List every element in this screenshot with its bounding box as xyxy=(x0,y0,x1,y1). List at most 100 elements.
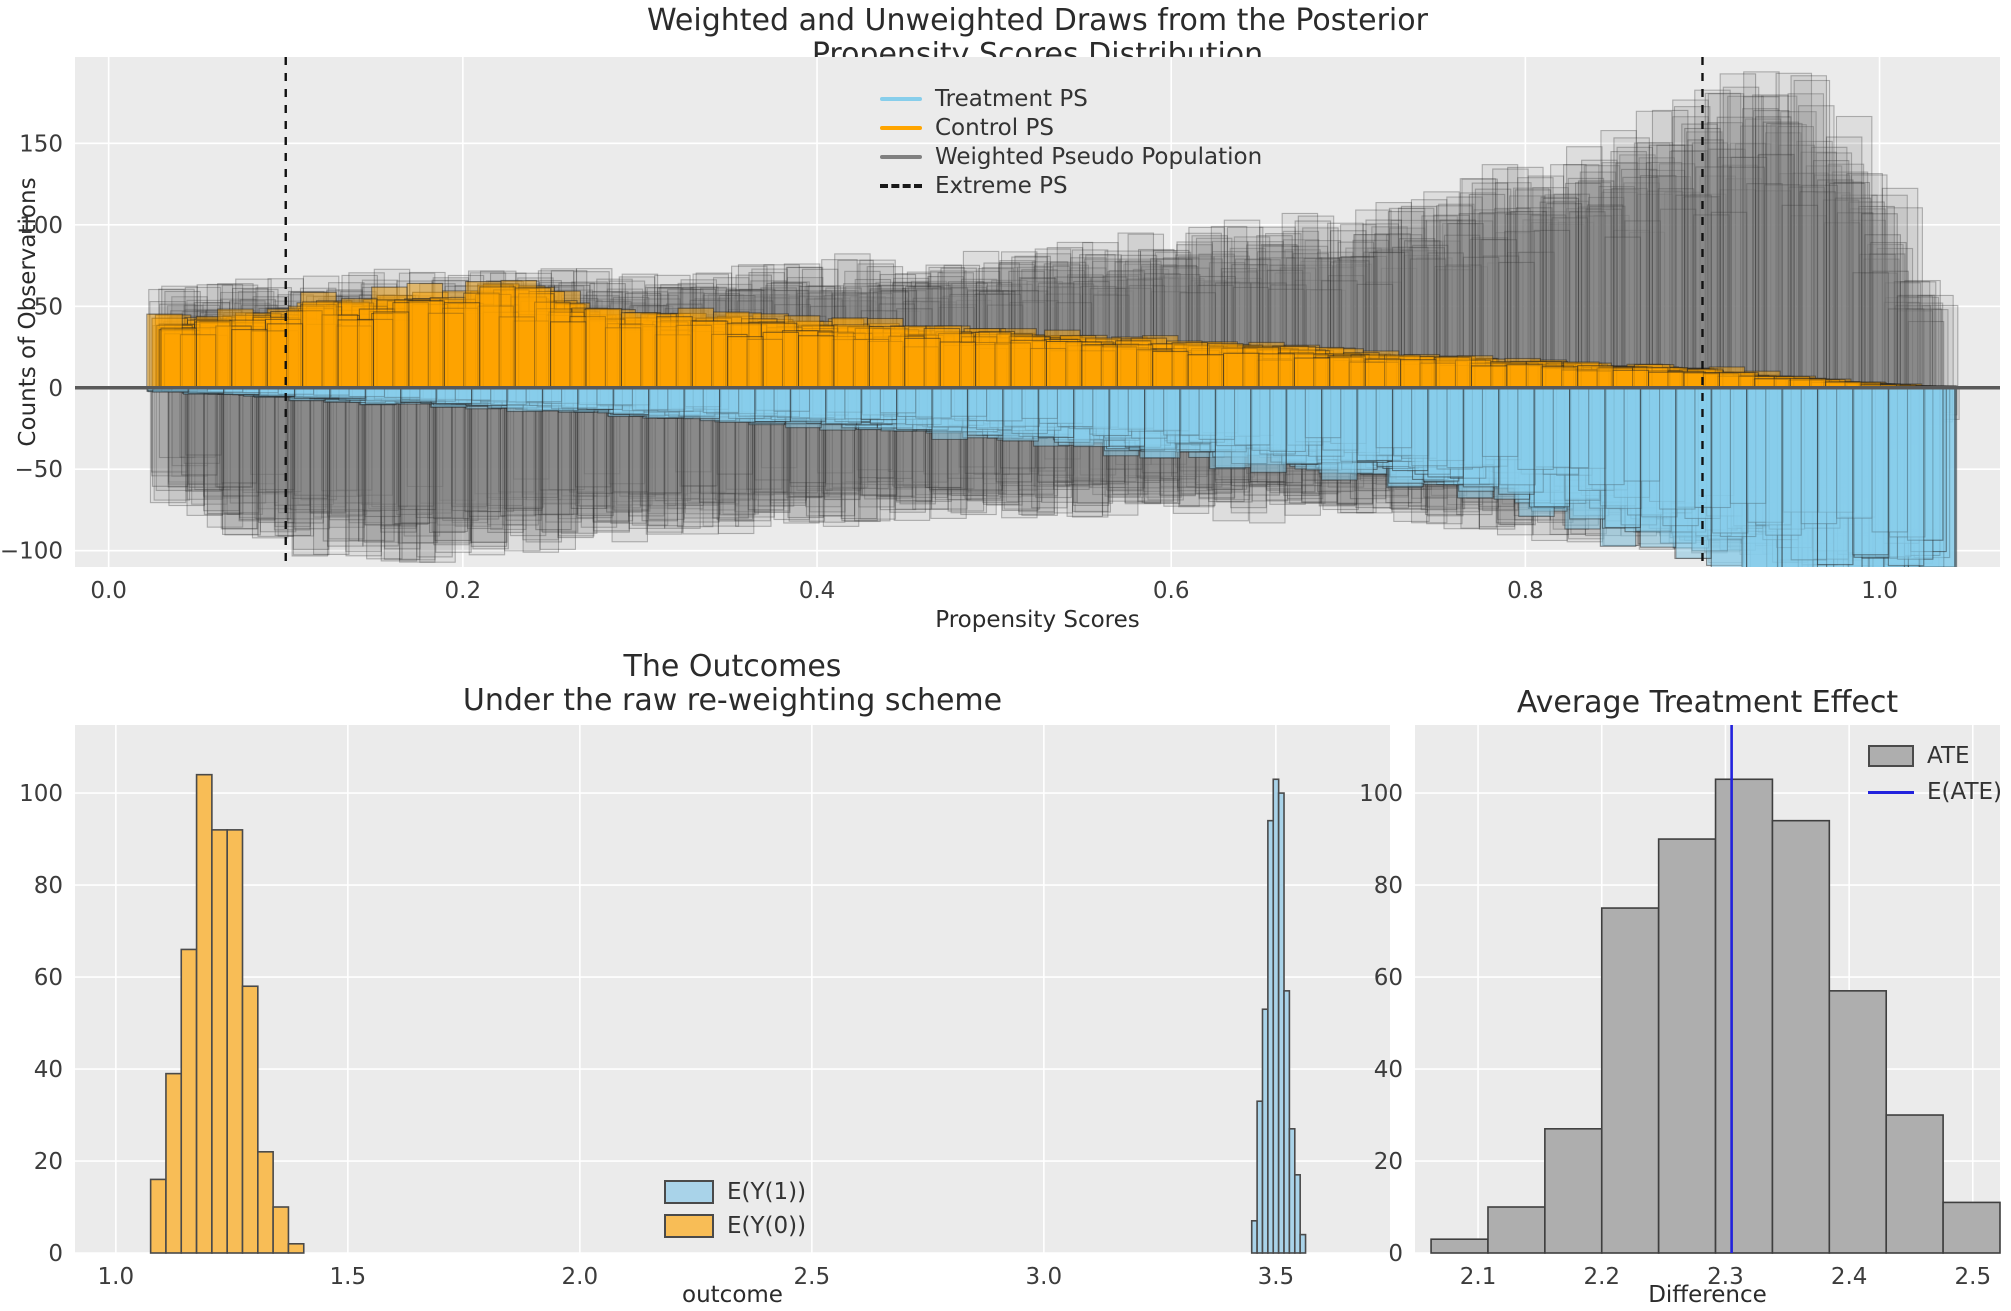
y-tick-label: 20 xyxy=(1374,1149,1403,1175)
x-tick-label: 2.1 xyxy=(1460,1264,1497,1290)
x-tick-label: 0.4 xyxy=(799,578,836,604)
tick-labels: 1.0 1.5 2.0 2.5 3.0 3.5 0 20 40 60 80 100 xyxy=(19,781,1294,1290)
tick-labels: 0.0 0.2 0.4 0.6 0.8 1.0 150 100 50 0 −50 −100 xyxy=(0,131,1898,604)
hist-bar xyxy=(272,1206,290,1254)
treatment-ps-line-swatch xyxy=(880,97,922,101)
x-tick-label: 2.5 xyxy=(1955,1264,1992,1290)
y-tick-label: 80 xyxy=(34,873,63,899)
eate-line-swatch xyxy=(1868,790,1914,794)
hist-bar xyxy=(1283,990,1291,1254)
hist-bar xyxy=(1771,819,1831,1254)
y-tick-label: −100 xyxy=(0,539,63,565)
y-tick-label: 50 xyxy=(34,294,63,320)
top-chart-xlabel: Propensity Scores xyxy=(935,607,1140,633)
hist-bar xyxy=(287,1243,305,1254)
x-tick-label: 0.6 xyxy=(1153,578,1190,604)
y-tick-label: 40 xyxy=(34,1057,63,1083)
x-tick-label: 2.2 xyxy=(1583,1264,1620,1290)
y-tick-label: 100 xyxy=(1359,781,1403,807)
legend-entry-control-ps: Control PS xyxy=(880,115,1262,141)
hist-bar xyxy=(1293,1174,1301,1254)
e-y-1--bars xyxy=(1250,778,1307,1254)
legend-label: ATE xyxy=(1927,743,1970,769)
e-y-0--bars xyxy=(149,773,305,1254)
control-ps-line-swatch xyxy=(880,126,922,130)
legend-entry-extreme-ps: Extreme PS xyxy=(880,173,1262,199)
top-chart-title-line1: Weighted and Unweighted Draws from the P… xyxy=(647,3,1428,38)
legend-label: Control PS xyxy=(935,115,1054,141)
tick-labels: 2.1 2.2 2.3 2.4 2.5 0 20 40 60 80 100 xyxy=(1359,781,1991,1290)
x-tick-label: 0.2 xyxy=(445,578,482,604)
y-tick-label: 0 xyxy=(1388,1241,1403,1267)
x-tick-label: 3.0 xyxy=(1026,1264,1063,1290)
x-tick-label: 3.5 xyxy=(1258,1264,1295,1290)
top-chart-legend: Treatment PS Control PS Weighted Pseudo … xyxy=(880,86,1263,199)
x-tick-label: 1.5 xyxy=(330,1264,367,1290)
legend-label: Treatment PS xyxy=(935,86,1088,112)
hist-bar xyxy=(1885,1114,1944,1254)
x-tick-label: 2.4 xyxy=(1831,1264,1868,1290)
y-tick-label: 20 xyxy=(34,1149,63,1175)
y-tick-label: 100 xyxy=(19,213,63,239)
x-tick-label: 1.0 xyxy=(98,1264,135,1290)
legend-label: E(Y(0)) xyxy=(727,1213,807,1239)
axes-background xyxy=(75,725,1390,1253)
ey1-patch-swatch xyxy=(664,1180,714,1204)
y-tick-label: 40 xyxy=(1374,1057,1403,1083)
ate-bars xyxy=(1430,778,2001,1254)
hist-bar xyxy=(1600,907,1660,1254)
y-tick-label: 100 xyxy=(19,781,63,807)
x-tick-label: 2.0 xyxy=(562,1264,599,1290)
ate-chart-legend: ATE E(ATE) xyxy=(1868,743,2003,805)
outcomes-chart-title: The Outcomes Under the raw re-weighting … xyxy=(75,650,1390,718)
y-tick-label: 60 xyxy=(1374,965,1403,991)
weighted-pseudo-line-swatch xyxy=(880,155,922,159)
hist-bar xyxy=(1714,778,1774,1254)
hist-bar xyxy=(1657,838,1717,1254)
legend-entry-weighted-pseudo-population: Weighted Pseudo Population xyxy=(880,144,1263,170)
y-tick-label: 150 xyxy=(19,131,63,157)
x-tick-label: 2.5 xyxy=(794,1264,831,1290)
hist-bar xyxy=(1942,1201,2001,1254)
x-tick-label: 0.0 xyxy=(90,578,127,604)
hist-bar xyxy=(241,985,259,1254)
legend-entry-eate: E(ATE) xyxy=(1868,779,2003,805)
outcomes-title-line2: Under the raw re-weighting scheme xyxy=(462,683,1003,718)
outcomes-title-line1: The Outcomes xyxy=(623,649,842,684)
y-tick-label: −50 xyxy=(14,457,63,483)
ate-chart-title: Average Treatment Effect xyxy=(1516,685,1899,720)
top-chart-title: Weighted and Unweighted Draws from the P… xyxy=(75,4,2000,72)
legend-label: Extreme PS xyxy=(935,173,1068,199)
x-tick-label: 2.3 xyxy=(1707,1264,1744,1290)
legend-label: E(Y(1)) xyxy=(727,1179,807,1205)
ate-patch-swatch xyxy=(1868,745,1914,767)
legend-entry-ey0: E(Y(0)) xyxy=(664,1213,807,1239)
legend-label: E(ATE) xyxy=(1927,779,2003,805)
legend-entry-ate: ATE xyxy=(1868,743,2002,769)
ey0-patch-swatch xyxy=(664,1214,714,1238)
treatment-ps-draws xyxy=(146,387,1958,567)
legend-label: Weighted Pseudo Population xyxy=(935,144,1263,170)
hist-bar xyxy=(1299,1233,1307,1254)
hist-bar xyxy=(1430,1238,1489,1254)
y-tick-label: 0 xyxy=(48,376,63,402)
y-tick-label: 60 xyxy=(34,965,63,991)
outcomes-chart-legend: E(Y(1)) E(Y(0)) xyxy=(664,1179,807,1239)
hist-bar xyxy=(1544,1128,1603,1254)
hist-bar xyxy=(1487,1206,1546,1254)
outcomes-chart-xlabel: outcome xyxy=(682,1282,783,1308)
x-tick-label: 0.8 xyxy=(1507,578,1544,604)
ate-chart-xlabel: Difference xyxy=(1648,1282,1767,1308)
legend-entry-treatment-ps: Treatment PS xyxy=(880,86,1262,112)
x-tick-label: 1.0 xyxy=(1861,578,1898,604)
y-tick-label: 0 xyxy=(48,1241,63,1267)
y-tick-label: 80 xyxy=(1374,873,1403,899)
hist-bar xyxy=(1828,990,1888,1254)
hist-bar xyxy=(257,1151,274,1254)
legend-entry-ey1: E(Y(1)) xyxy=(664,1179,807,1205)
extreme-ps-dashed-swatch xyxy=(880,184,922,188)
